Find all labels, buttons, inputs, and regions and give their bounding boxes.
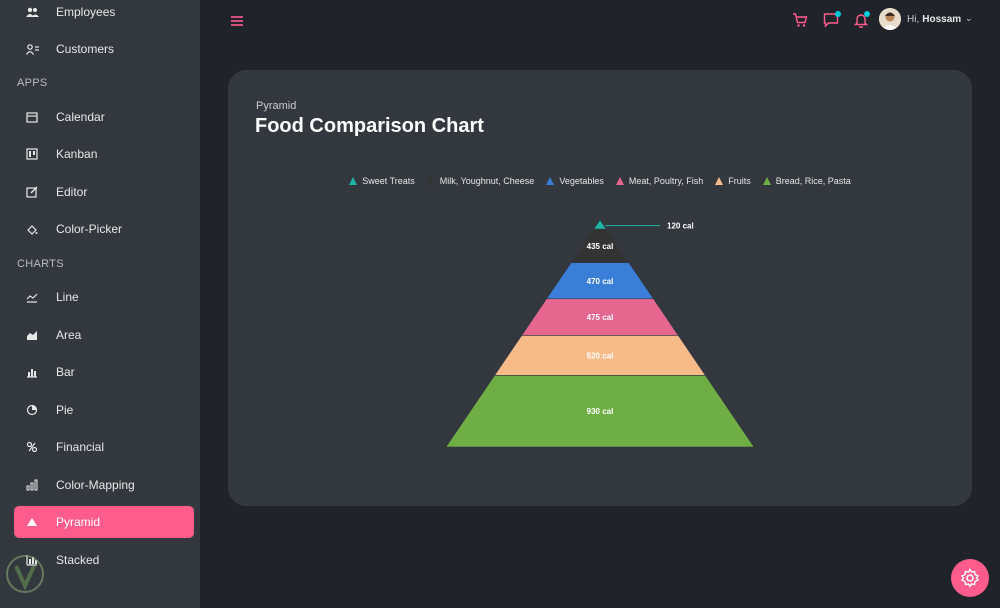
kanban-icon [24,146,40,162]
chart-legend: Sweet Treats Milk, Youghnut, Cheese Vegeta… [228,176,972,186]
legend-label: Meat, Poultry, Fish [628,176,704,186]
legend-label: Bread, Rice, Pasta [775,176,851,186]
chat-button[interactable] [821,10,841,30]
line-chart-icon [24,289,40,305]
gear-icon [960,568,980,588]
sidebar-item-label: Kanban [56,147,98,161]
area-chart-icon [24,327,40,343]
sidebar-item-label: Pie [56,403,74,417]
sidebar-item-label: Customers [56,42,115,56]
bell-notification-dot [864,11,870,17]
sidebar-item-label: Color-Mapping [56,478,135,492]
legend-item[interactable]: Sweet Treats [349,176,415,186]
user-greeting[interactable]: Hi, Hossam [907,14,961,25]
sidebar-item-label: Editor [56,185,88,199]
notification-button[interactable] [851,10,871,30]
data-label: 470 cal [587,277,614,286]
pie-chart-icon [24,402,40,418]
financial-icon [24,439,40,455]
legend-label: Milk, Youghnut, Cheese [439,176,535,186]
legend-marker [426,177,435,185]
sidebar-item-pyramid[interactable]: Pyramid [14,506,194,538]
sidebar-item-customers[interactable]: Customers [14,33,194,65]
pyramid-icon [24,514,40,530]
customers-icon [24,41,40,57]
sidebar-item-pie[interactable]: Pie [14,394,194,426]
sidebar-item-label: Employees [56,5,116,19]
pyramid-chart: 120 cal 435 cal 470 cal 475 cal 520 cal 930 c… [445,219,755,448]
color-mapping-icon [24,477,40,493]
sidebar-item-financial[interactable]: Financial [14,431,194,463]
card-subtitle: Pyramid [256,100,297,112]
greeting-text: Hi, [907,14,920,25]
legend-marker [615,177,624,185]
legend-label: Fruits [728,176,751,186]
sidebar-item-kanban[interactable]: Kanban [14,138,194,170]
legend-label: Sweet Treats [362,176,415,186]
legend-item[interactable]: Vegetables [546,176,604,186]
sidebar-item-label: Calendar [56,110,105,124]
data-label: 520 cal [587,351,614,360]
chevron-down-icon[interactable]: ⌄ [965,13,973,23]
sidebar-item-calendar[interactable]: Calendar [14,101,194,133]
sidebar-item-label: Pyramid [56,515,101,529]
chart-card: Pyramid Food Comparison Chart Sweet Trea… [228,70,972,506]
sidebar-item-label: Stacked [56,553,100,567]
settings-button[interactable] [951,559,989,597]
pyramid-segment[interactable] [593,219,607,230]
pyramid-segment[interactable] [445,375,755,448]
bell-icon [853,14,869,28]
watermark-logo [4,548,46,596]
sidebar-item-label: Financial [56,440,105,454]
sidebar-item-color-mapping[interactable]: Color-Mapping [14,469,194,501]
sidebar-item-label: Line [56,290,79,304]
chat-notification-dot [835,11,841,17]
sidebar-item-editor[interactable]: Editor [14,176,194,208]
legend-item[interactable]: Meat, Poultry, Fish [615,176,704,186]
data-label: 120 cal [667,222,694,231]
legend-marker [762,177,771,185]
sidebar-item-label: Area [56,328,82,342]
employees-icon [24,4,40,20]
page-title: Food Comparison Chart [255,115,484,137]
legend-marker [546,177,555,185]
sidebar-item-employees[interactable]: Employees [14,0,194,28]
legend-marker [349,177,358,185]
hamburger-icon [231,16,243,26]
legend-item[interactable]: Bread, Rice, Pasta [762,176,851,186]
sidebar-item-label: Bar [56,365,75,379]
data-label: 475 cal [587,313,614,322]
section-title-charts: CHARTS [17,258,64,270]
legend-marker [715,177,724,185]
section-title-apps: APPS [17,77,48,89]
sidebar-item-area[interactable]: Area [14,319,194,351]
user-name: Hossam [922,14,962,25]
sidebar-item-stacked[interactable]: Stacked [14,544,194,576]
editor-icon [24,184,40,200]
sidebar-item-line[interactable]: Line [14,281,194,313]
sidebar-item-label: Color-Picker [56,222,123,236]
bar-chart-icon [24,364,40,380]
sidebar-item-color-picker[interactable]: Color-Picker [14,213,194,245]
menu-toggle-button[interactable] [229,13,245,29]
legend-item[interactable]: Fruits [715,176,751,186]
sidebar-item-bar[interactable]: Bar [14,356,194,388]
cart-button[interactable] [790,10,810,30]
cart-icon [793,13,808,27]
legend-item[interactable]: Milk, Youghnut, Cheese [426,176,535,186]
calendar-icon [24,109,40,125]
color-picker-icon [24,221,40,237]
data-label: 930 cal [587,407,614,416]
avatar[interactable] [879,8,901,30]
data-label: 435 cal [587,242,614,251]
sidebar: Employees Customers APPS Calendar Kanban… [0,0,200,608]
legend-label: Vegetables [559,176,604,186]
